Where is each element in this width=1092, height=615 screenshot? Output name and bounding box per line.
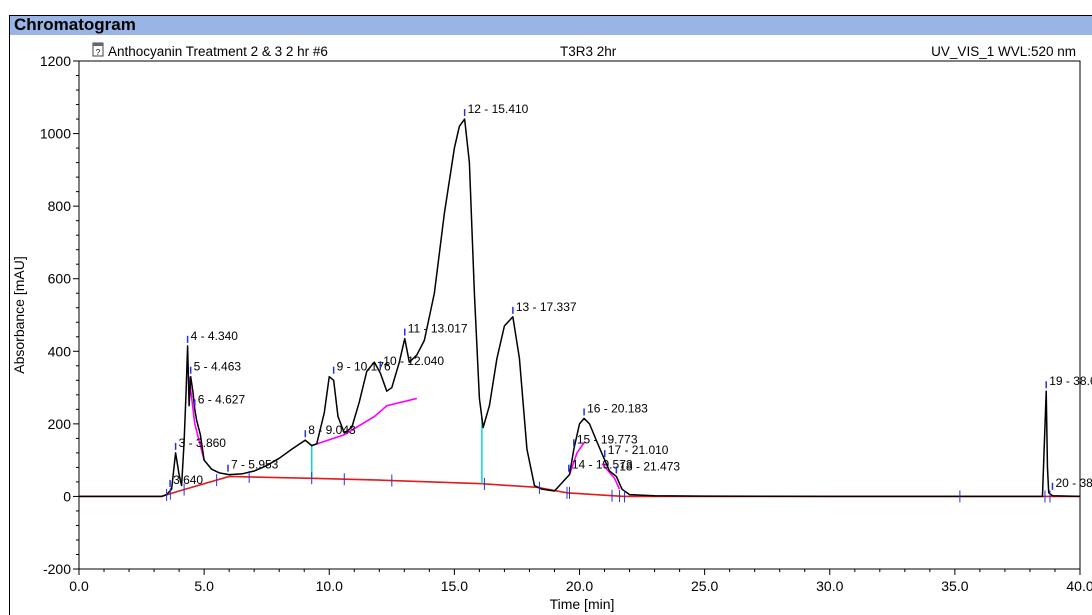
chromatogram-title: Chromatogram <box>14 15 136 34</box>
peak-label: 9 - 10.176 <box>337 360 391 374</box>
peak-label: 20 - 38.900 <box>1055 476 1092 490</box>
peak-label: 4 - 4.340 <box>191 329 239 343</box>
x-tick-label: 20.0 <box>566 578 593 594</box>
peak-label: 18 - 21.473 <box>619 459 680 473</box>
y-tick-label: -200 <box>43 561 71 577</box>
peak-label: 19 - 38.650 <box>1049 374 1092 388</box>
peak-label: 10 - 12.040 <box>383 354 444 368</box>
chart-panel <box>9 35 1092 615</box>
peak-label: 17 - 21.010 <box>608 443 669 457</box>
peak-baseline-line <box>188 376 205 461</box>
peak-label: 13 - 17.337 <box>516 300 577 314</box>
channel-name: UV_VIS_1 WVL:520 nm <box>931 44 1076 59</box>
peak-label: 3.640 <box>173 473 203 487</box>
axes: -200 0 200 400 600 800 1000 1200 0.0 5.0 10.0 15.0 2… <box>40 53 1092 594</box>
y-tick-label: 400 <box>48 343 72 359</box>
x-tick-label: 25.0 <box>691 578 718 594</box>
x-tick-label: 0.0 <box>69 578 89 594</box>
peak-baseline-line <box>311 397 418 447</box>
peak-label: 6 - 4.627 <box>198 392 246 406</box>
chromatogram-header: Chromatogram <box>9 15 1092 35</box>
x-tick-label: 15.0 <box>441 578 468 594</box>
peak-baseline-line <box>601 463 621 490</box>
y-tick-label: 600 <box>48 271 72 287</box>
chromatogram-trace <box>79 118 1081 498</box>
peak-label: 15 - 19.773 <box>577 432 638 446</box>
y-tick-label: 800 <box>48 198 72 214</box>
peak-label: 16 - 20.183 <box>587 401 648 415</box>
x-tick-label: 40.0 <box>1066 578 1092 594</box>
peak-label: 5 - 4.463 <box>194 360 242 374</box>
peak-label: 14 - 19.573 <box>572 458 633 472</box>
peak-label: 8 - 9.043 <box>308 423 356 437</box>
x-tick-label: 5.0 <box>194 578 214 594</box>
x-tick-label: 35.0 <box>941 578 968 594</box>
document-icon: ? <box>92 42 104 57</box>
peak-labels: 3 - 3.860 4 - 4.340 5 - 4.463 6 - 4.627 3.64… <box>166 102 1092 503</box>
plot-area-frame <box>78 60 1081 570</box>
svg-text:?: ? <box>96 48 101 57</box>
y-tick-label: 1200 <box>40 53 71 69</box>
injection-name: T3R3 2hr <box>560 44 617 59</box>
x-axis-label: Time [min] <box>550 596 615 612</box>
sample-name: Anthocyanin Treatment 2 & 3 2 hr #6 <box>108 44 328 59</box>
peak-baseline-line <box>568 441 586 475</box>
baseline-line <box>79 475 1080 498</box>
y-tick-label: 200 <box>48 416 72 432</box>
peak-label: 3 - 3.860 <box>179 436 227 450</box>
peak-label: 11 - 13.017 <box>408 322 468 336</box>
x-tick-label: 30.0 <box>816 578 843 594</box>
y-tick-label: 1000 <box>40 126 71 142</box>
peak-label: 12 - 15.410 <box>468 102 529 116</box>
x-tick-label: 10.0 <box>316 578 343 594</box>
y-tick-label: 0 <box>63 488 71 504</box>
y-axis-label: Absorbance [mAU] <box>11 256 27 374</box>
peak-label: 7 - 5.953 <box>231 458 279 472</box>
